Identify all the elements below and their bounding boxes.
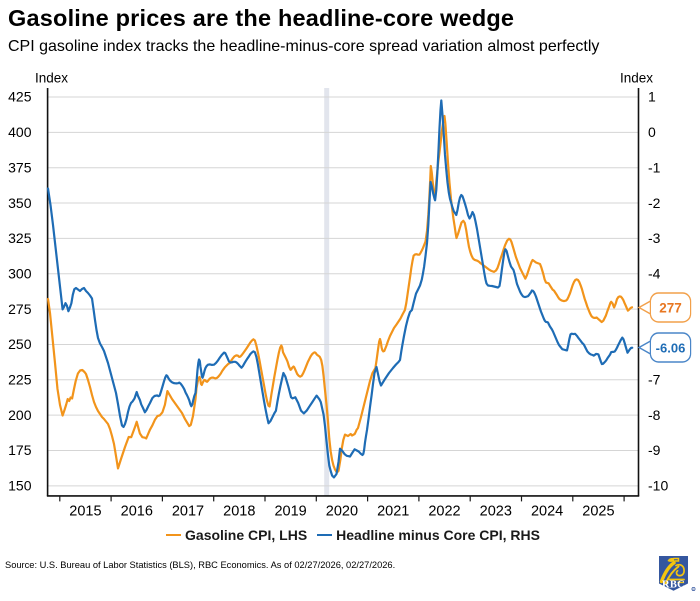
svg-text:-4: -4 bbox=[648, 265, 661, 281]
svg-text:2021: 2021 bbox=[377, 504, 409, 520]
svg-text:225: 225 bbox=[8, 372, 32, 388]
svg-text:RBC: RBC bbox=[662, 580, 685, 591]
svg-text:175: 175 bbox=[8, 442, 32, 458]
svg-text:1: 1 bbox=[648, 89, 656, 105]
svg-text:0: 0 bbox=[648, 124, 656, 140]
svg-text:277: 277 bbox=[659, 301, 682, 316]
svg-text:2023: 2023 bbox=[480, 504, 512, 520]
svg-text:200: 200 bbox=[8, 407, 32, 423]
svg-text:-2: -2 bbox=[648, 195, 661, 211]
svg-text:350: 350 bbox=[8, 195, 32, 211]
svg-text:-7: -7 bbox=[648, 372, 661, 388]
svg-text:2022: 2022 bbox=[428, 504, 460, 520]
svg-text:-9: -9 bbox=[648, 442, 661, 458]
svg-text:2025: 2025 bbox=[582, 504, 614, 520]
svg-text:2019: 2019 bbox=[274, 504, 306, 520]
svg-text:2017: 2017 bbox=[172, 504, 204, 520]
svg-text:250: 250 bbox=[8, 336, 32, 352]
svg-text:-6.06: -6.06 bbox=[656, 341, 686, 356]
svg-text:375: 375 bbox=[8, 159, 32, 175]
svg-text:Index: Index bbox=[620, 71, 653, 86]
svg-text:2024: 2024 bbox=[531, 504, 563, 520]
svg-text:-8: -8 bbox=[648, 407, 661, 423]
svg-text:-3: -3 bbox=[648, 230, 661, 246]
svg-text:325: 325 bbox=[8, 230, 32, 246]
svg-text:425: 425 bbox=[8, 89, 32, 105]
svg-text:Index: Index bbox=[35, 71, 68, 86]
svg-text:400: 400 bbox=[8, 124, 32, 140]
svg-text:2018: 2018 bbox=[223, 504, 255, 520]
svg-text:275: 275 bbox=[8, 301, 32, 317]
svg-text:2015: 2015 bbox=[69, 504, 101, 520]
svg-text:R: R bbox=[693, 589, 695, 592]
svg-text:-1: -1 bbox=[648, 159, 661, 175]
svg-text:150: 150 bbox=[8, 478, 32, 494]
svg-text:300: 300 bbox=[8, 265, 32, 281]
svg-text:2016: 2016 bbox=[121, 504, 153, 520]
svg-text:2020: 2020 bbox=[326, 504, 358, 520]
svg-text:-10: -10 bbox=[648, 478, 668, 494]
